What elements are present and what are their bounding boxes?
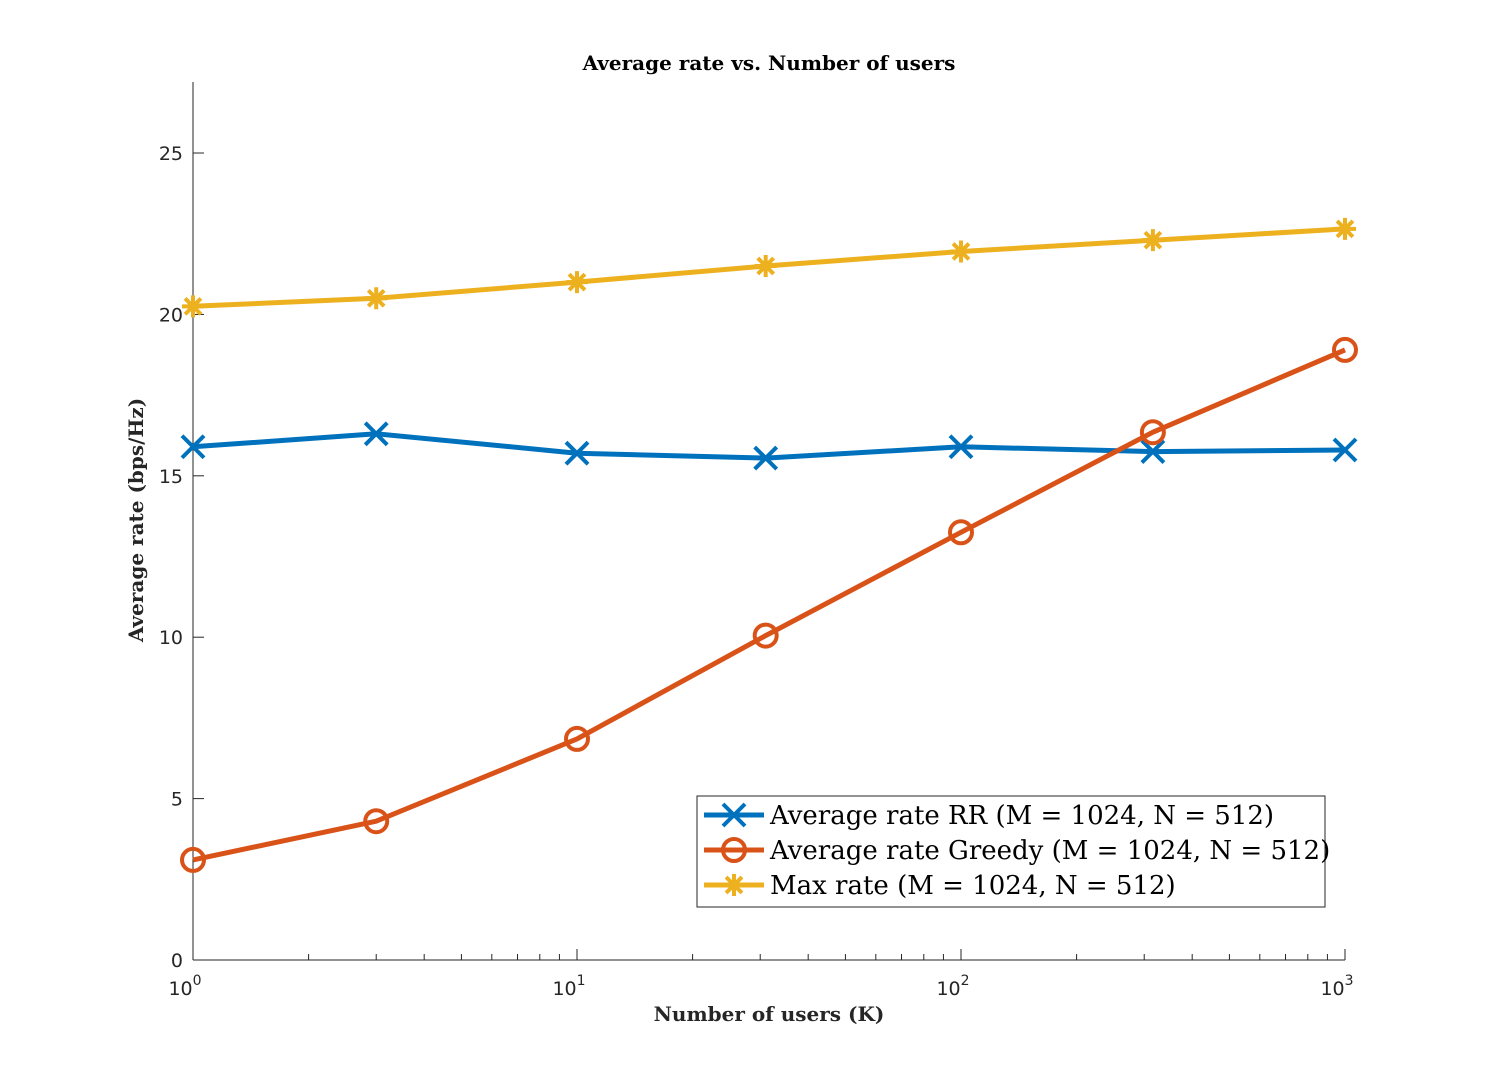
data-point-series-1 <box>1140 439 1166 465</box>
data-point-series-2 <box>564 725 590 752</box>
data-point-series-1 <box>753 445 779 471</box>
data-point-series-1 <box>948 434 974 460</box>
legend-label: Average rate RR (M = 1024, N = 512) <box>769 801 1274 831</box>
legend-marker <box>723 874 745 896</box>
data-point-series-2 <box>1332 336 1358 363</box>
x-tick-label: 103 <box>1320 973 1353 1000</box>
legend-entry-3: Max rate (M = 1024, N = 512) <box>704 871 1176 901</box>
data-point-series-3 <box>365 287 388 310</box>
legend: Average rate RR (M = 1024, N = 512) Avera… <box>696 795 1330 908</box>
data-point-series-2 <box>1139 419 1166 446</box>
y-axis-label: Average rate (bps/Hz) <box>124 398 148 643</box>
data-point-series-2 <box>948 519 974 546</box>
legend-marker <box>721 802 747 828</box>
y-tick-label: 0 <box>171 950 183 972</box>
data-point-series-3 <box>566 271 588 294</box>
data-point-series-3 <box>754 254 777 277</box>
legend-marker <box>721 837 747 863</box>
data-point-series-3 <box>950 240 972 263</box>
y-tick-label: 5 <box>171 789 183 811</box>
legend-entry-1: Average rate RR (M = 1024, N = 512) <box>704 801 1274 831</box>
y-tick-label: 10 <box>159 627 183 649</box>
data-point-series-3 <box>1141 229 1164 252</box>
data-point-series-3 <box>1334 217 1356 240</box>
legend-entry-2: Average rate Greedy (M = 1024, N = 512) <box>704 836 1330 866</box>
x-tick-label: 100 <box>168 973 201 1000</box>
series-line-2 <box>192 347 1346 863</box>
legend-label: Max rate (M = 1024, N = 512) <box>770 871 1176 901</box>
data-point-series-1 <box>1332 437 1358 463</box>
data-point-series-1 <box>363 421 389 447</box>
data-point-series-2 <box>180 846 206 873</box>
data-point-series-3 <box>182 295 204 318</box>
chart-title: Average rate vs. Number of users <box>582 51 956 75</box>
x-tick-label: 101 <box>552 973 585 1000</box>
x-tick-label: 102 <box>936 973 969 1000</box>
data-point-series-2 <box>752 622 779 649</box>
legend-box <box>696 795 1326 908</box>
x-axis-label: Number of users (K) <box>654 1002 885 1026</box>
series-layer <box>180 217 1358 873</box>
data-point-series-2 <box>363 808 390 835</box>
data-point-series-1 <box>564 440 590 466</box>
y-tick-label: 15 <box>159 466 183 488</box>
y-axis: 0 5 10 15 20 25 <box>159 82 204 972</box>
legend-label: Average rate Greedy (M = 1024, N = 512) <box>769 836 1330 866</box>
y-tick-label: 20 <box>159 304 183 326</box>
x-axis: 100 101 102 103 <box>168 949 1354 1000</box>
y-tick-label: 25 <box>159 143 183 165</box>
data-point-series-1 <box>180 434 206 460</box>
